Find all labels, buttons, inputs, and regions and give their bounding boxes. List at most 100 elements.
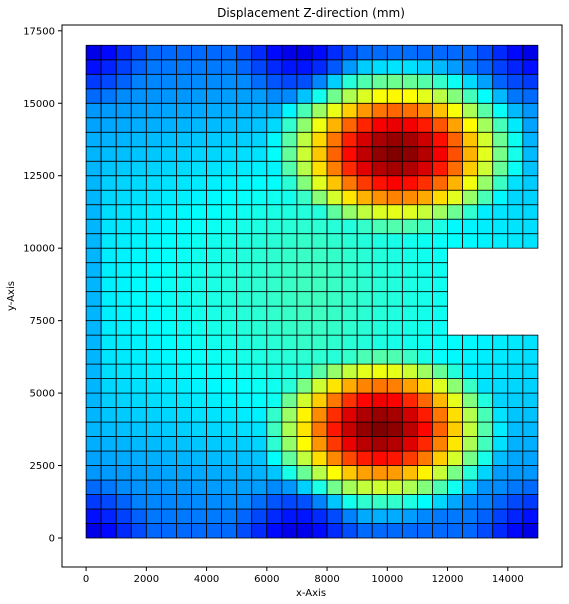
mesh-cell	[145, 73, 162, 90]
mesh-cell	[356, 421, 373, 437]
mesh-cell	[176, 363, 192, 380]
mesh-cell	[145, 44, 162, 61]
mesh-cell	[160, 407, 177, 423]
mesh-cell	[221, 479, 238, 495]
mesh-cell	[160, 291, 177, 307]
mesh-cell	[462, 73, 479, 90]
mesh-cell	[507, 421, 524, 437]
mesh-cell	[221, 175, 238, 191]
mesh-cell	[492, 392, 509, 408]
mesh-cell	[417, 175, 433, 191]
mesh-cell	[100, 117, 117, 133]
mesh-cell	[447, 59, 464, 75]
mesh-cell	[371, 494, 388, 510]
mesh-cell	[326, 262, 343, 278]
mesh-cell	[341, 262, 358, 278]
mesh-cell	[145, 233, 162, 249]
mesh-cell	[522, 218, 539, 235]
mesh-cell	[356, 450, 373, 466]
mesh-cell	[507, 436, 524, 452]
mesh-cell	[145, 305, 162, 322]
mesh-cell	[492, 160, 509, 177]
mesh-cell	[221, 233, 238, 249]
mesh-cell	[477, 465, 494, 481]
mesh-cell	[507, 117, 524, 133]
mesh-cell	[251, 523, 268, 539]
mesh-cell	[130, 59, 147, 75]
mesh-cell	[251, 320, 268, 336]
mesh-cell	[115, 88, 132, 104]
mesh-cell	[296, 349, 313, 365]
mesh-cell	[432, 262, 448, 278]
mesh-cell	[447, 407, 464, 423]
mesh-cell	[281, 218, 298, 235]
mesh-cell	[100, 508, 117, 524]
mesh-cell	[191, 88, 207, 104]
mesh-cell	[191, 218, 207, 235]
mesh-cell	[296, 320, 313, 336]
mesh-cell	[115, 204, 132, 220]
x-tick-label: 2000	[134, 574, 159, 585]
mesh-cell	[160, 102, 177, 119]
mesh-cell	[401, 102, 418, 119]
mesh-cell	[522, 175, 539, 191]
mesh-cell	[160, 523, 177, 539]
mesh-cell	[432, 276, 448, 293]
mesh-cell	[100, 247, 117, 264]
mesh-cell	[401, 175, 418, 191]
mesh-cell	[386, 102, 403, 119]
mesh-cell	[371, 392, 388, 408]
mesh-cell	[130, 146, 147, 162]
mesh-cell	[311, 88, 328, 104]
mesh-cell	[462, 88, 479, 104]
mesh-cell	[130, 291, 147, 307]
mesh-cell	[311, 479, 328, 495]
mesh-cell	[221, 363, 238, 380]
mesh-cell	[236, 436, 253, 452]
mesh-cell	[160, 247, 177, 264]
mesh-cell	[522, 523, 539, 539]
mesh-cell	[206, 479, 223, 495]
mesh-cell	[281, 291, 298, 307]
mesh-cell	[100, 363, 117, 380]
mesh-cell	[85, 204, 102, 220]
mesh-cell	[145, 436, 162, 452]
mesh-cell	[251, 44, 268, 61]
mesh-cell	[206, 44, 223, 61]
mesh-cell	[462, 146, 479, 162]
mesh-cell	[221, 73, 238, 90]
mesh-cell	[371, 117, 388, 133]
mesh-cell	[311, 175, 328, 191]
mesh-cell	[206, 334, 223, 351]
mesh-cell	[326, 102, 343, 119]
mesh-cell	[281, 305, 298, 322]
mesh-cell	[522, 378, 539, 394]
mesh-cell	[176, 291, 192, 307]
mesh-cell	[326, 436, 343, 452]
mesh-cell	[145, 407, 162, 423]
mesh-cell	[130, 131, 147, 148]
mesh-cell	[296, 523, 313, 539]
mesh-cell	[417, 189, 433, 206]
mesh-cell	[311, 349, 328, 365]
mesh-cell	[266, 73, 283, 90]
mesh-cell	[432, 204, 448, 220]
mesh-cell	[100, 102, 117, 119]
mesh-cell	[326, 291, 343, 307]
mesh-cell	[206, 421, 223, 437]
mesh-cell	[432, 102, 448, 119]
mesh-cell	[100, 233, 117, 249]
mesh-cell	[115, 436, 132, 452]
mesh-cell	[386, 291, 403, 307]
mesh-cell	[311, 218, 328, 235]
mesh-cell	[176, 494, 192, 510]
mesh-cell	[236, 407, 253, 423]
mesh-cell	[145, 334, 162, 351]
mesh-cell	[130, 450, 147, 466]
mesh-cell	[296, 44, 313, 61]
mesh-cell	[85, 175, 102, 191]
mesh-cell	[432, 305, 448, 322]
mesh-cell	[85, 117, 102, 133]
mesh-cell	[176, 73, 192, 90]
mesh-cell	[417, 233, 433, 249]
